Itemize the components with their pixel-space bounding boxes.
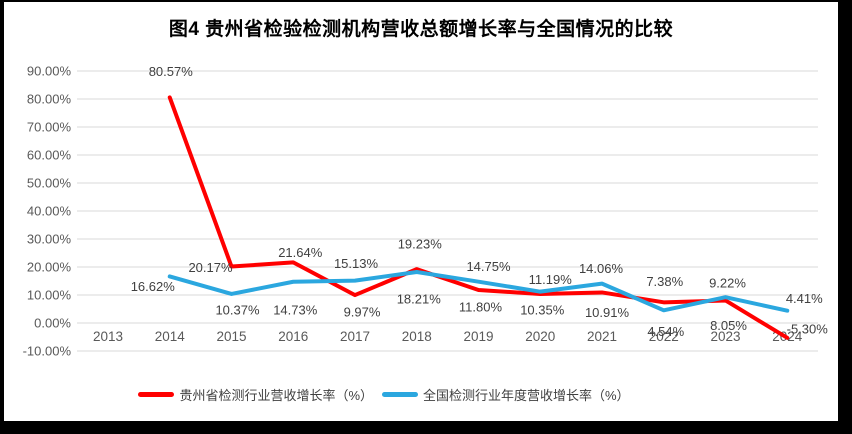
data-label-guizhou: 7.38% (646, 274, 683, 289)
y-tick-label: 70.00% (27, 120, 72, 135)
y-tick-label: -10.00% (23, 344, 72, 359)
data-label-national: 16.62% (131, 279, 176, 294)
y-tick-label: 0.00% (34, 316, 71, 331)
data-label-guizhou: -5.30% (787, 321, 829, 336)
data-label-national: 14.73% (273, 302, 318, 317)
x-tick-label: 2023 (710, 329, 740, 344)
y-tick-label: 30.00% (27, 232, 72, 247)
data-label-national: 14.06% (579, 261, 624, 276)
legend-label-guizhou: 贵州省检测行业营收增长率（%） (179, 388, 373, 403)
x-tick-label: 2014 (155, 329, 186, 344)
x-tick-label: 2018 (402, 329, 432, 344)
data-label-guizhou: 80.57% (149, 64, 194, 79)
data-label-guizhou: 10.35% (520, 303, 565, 318)
data-label-guizhou: 21.64% (278, 245, 323, 260)
x-tick-label: 2021 (587, 329, 617, 344)
x-tick-label: 2017 (340, 329, 370, 344)
data-label-national: 15.13% (334, 256, 379, 271)
x-tick-label: 2022 (649, 329, 679, 344)
y-tick-label: 60.00% (27, 148, 72, 163)
legend-swatch-national (382, 392, 418, 397)
x-tick-label: 2016 (278, 329, 308, 344)
x-tick-label: 2013 (93, 329, 123, 344)
data-label-guizhou: 20.17% (188, 260, 233, 275)
data-label-guizhou: 19.23% (398, 237, 443, 252)
y-tick-label: 90.00% (27, 64, 72, 79)
data-label-national: 9.22% (709, 276, 746, 291)
data-label-national: 10.37% (215, 302, 260, 317)
data-label-guizhou: 11.80% (459, 299, 503, 314)
data-label-national: 18.21% (397, 292, 442, 307)
y-tick-label: 80.00% (27, 92, 72, 107)
series-line-guizhou (167, 95, 790, 340)
series-line-national (167, 270, 790, 313)
legend: 贵州省检测行业营收增长率（%） 全国检测行业年度营收增长率（%） (0, 385, 801, 404)
data-label-national: 4.41% (786, 291, 823, 306)
data-label-guizhou: 10.91% (585, 305, 630, 320)
y-tick-label: 20.00% (27, 260, 72, 275)
legend-label-national: 全国检测行业年度营收增长率（%） (423, 388, 630, 403)
x-tick-label: 2019 (463, 329, 493, 344)
x-tick-label: 2020 (525, 329, 555, 344)
chart-title: 图4 贵州省检验检测机构营收总额增长率与全国情况的比较 (168, 19, 674, 40)
legend-item-guizhou: 贵州省检测行业营收增长率（%） (138, 385, 373, 404)
y-tick-label: 10.00% (27, 288, 72, 303)
data-label-national: 11.19% (529, 272, 573, 287)
y-tick-label: 50.00% (27, 176, 72, 191)
legend-swatch-guizhou (138, 392, 175, 397)
x-tick-label: 2015 (216, 329, 246, 344)
data-label-national: 14.75% (466, 259, 511, 274)
data-label-national: 4.54% (647, 324, 684, 339)
y-tick-label: 40.00% (27, 204, 72, 219)
data-label-guizhou: 8.05% (710, 318, 747, 333)
data-label-guizhou: 9.97% (344, 305, 381, 320)
legend-item-national: 全国检测行业年度营收增长率（%） (382, 385, 630, 404)
